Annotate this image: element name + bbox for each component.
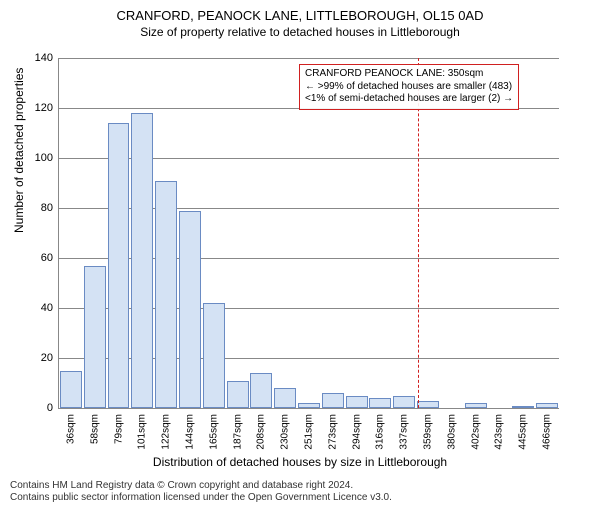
bar [369, 398, 391, 408]
ytick-label: 40 [23, 302, 53, 314]
bar [322, 393, 344, 408]
annotation-line: CRANFORD PEANOCK LANE: 350sqm [305, 68, 513, 81]
annotation-line: <1% of semi-detached houses are larger (… [305, 93, 513, 106]
bar [155, 181, 177, 409]
xtick-label: 58sqm [89, 414, 100, 444]
ytick-label: 0 [23, 402, 53, 414]
ytick-label: 60 [23, 252, 53, 264]
xtick-label: 187sqm [232, 414, 243, 450]
footer-line-1: Contains HM Land Registry data © Crown c… [10, 480, 392, 492]
xtick-label: 79sqm [113, 414, 124, 444]
xtick-label: 466sqm [542, 414, 553, 450]
xtick-label: 402sqm [470, 414, 481, 450]
bar [465, 403, 487, 408]
ytick-label: 80 [23, 202, 53, 214]
xtick-label: 208sqm [256, 414, 267, 450]
bar [60, 371, 82, 409]
xtick-label: 423sqm [494, 414, 505, 450]
bar [250, 373, 272, 408]
xtick-label: 316sqm [375, 414, 386, 450]
marker-line [418, 58, 419, 408]
xtick-label: 144sqm [184, 414, 195, 450]
xtick-label: 122sqm [161, 414, 172, 450]
ytick-label: 20 [23, 352, 53, 364]
ytick-label: 120 [23, 102, 53, 114]
bar [417, 401, 439, 409]
bar [346, 396, 368, 409]
annotation-box: CRANFORD PEANOCK LANE: 350sqm← >99% of d… [299, 64, 519, 110]
xtick-label: 445sqm [518, 414, 529, 450]
xtick-label: 294sqm [351, 414, 362, 450]
gridline [59, 58, 559, 59]
xtick-label: 337sqm [399, 414, 410, 450]
footer-attribution: Contains HM Land Registry data © Crown c… [10, 480, 392, 504]
footer-line-2: Contains public sector information licen… [10, 492, 392, 504]
chart-title-sub: Size of property relative to detached ho… [0, 25, 600, 39]
xtick-label: 36sqm [65, 414, 76, 444]
bar [536, 403, 558, 408]
plot-region: 02040608010012014036sqm58sqm79sqm101sqm1… [58, 58, 559, 409]
ytick-label: 100 [23, 152, 53, 164]
bar [179, 211, 201, 409]
bar [227, 381, 249, 409]
ytick-label: 140 [23, 52, 53, 64]
chart-title-main: CRANFORD, PEANOCK LANE, LITTLEBOROUGH, O… [0, 8, 600, 23]
annotation-line: ← >99% of detached houses are smaller (4… [305, 81, 513, 94]
bar [298, 403, 320, 408]
xtick-label: 165sqm [208, 414, 219, 450]
xtick-label: 251sqm [304, 414, 315, 450]
bar [84, 266, 106, 409]
x-axis-label: Distribution of detached houses by size … [0, 455, 600, 469]
chart-area: 02040608010012014036sqm58sqm79sqm101sqm1… [58, 58, 558, 408]
bar [131, 113, 153, 408]
bar [274, 388, 296, 408]
xtick-label: 359sqm [423, 414, 434, 450]
xtick-label: 101sqm [137, 414, 148, 450]
bar [512, 406, 534, 409]
xtick-label: 230sqm [280, 414, 291, 450]
bar [203, 303, 225, 408]
bar [108, 123, 130, 408]
xtick-label: 380sqm [446, 414, 457, 450]
xtick-label: 273sqm [327, 414, 338, 450]
bar [393, 396, 415, 409]
